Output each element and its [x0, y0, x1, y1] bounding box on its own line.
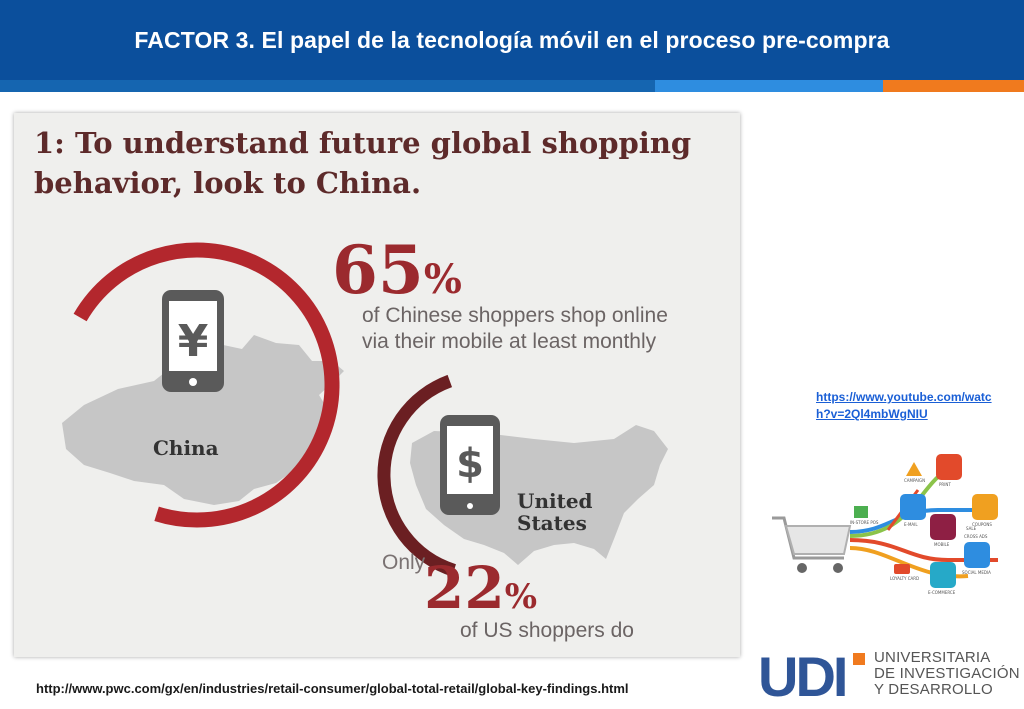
us-only-prefix: Only: [382, 551, 426, 574]
omnichannel-diagram: PRINT CAMPAIGN COUPONS E-MAIL IN-STORE P…: [772, 454, 998, 595]
header-bar: [0, 0, 1024, 80]
pwc-infographic: 1: To understand future global shopping …: [14, 113, 740, 657]
shopping-cart-icon: [772, 516, 852, 573]
header-stripe: [0, 80, 655, 92]
logo-line2: DE INVESTIGACIÓN: [874, 665, 1020, 682]
us-label-line1: United: [517, 489, 593, 513]
china-description-line1: of Chinese shoppers shop online: [362, 304, 668, 327]
diagram-label: E-COMMERCE: [928, 590, 956, 595]
ecommerce-icon: [930, 562, 956, 588]
svg-text:¥: ¥: [178, 316, 209, 367]
diagram-label: SOCIAL MEDIA: [962, 570, 991, 575]
loyalty-card-icon: [894, 564, 910, 574]
diagram-label: PRINT: [939, 482, 951, 487]
store-icon: [854, 506, 868, 518]
coupons-icon: [972, 494, 998, 520]
china-label: China: [153, 436, 219, 460]
diagram-label: LOYALTY CARD: [890, 576, 919, 581]
header-stripe-accent: [883, 80, 1024, 92]
diagram-label: CAMPAIGN: [904, 478, 925, 483]
campaign-icon: [906, 462, 922, 476]
udi-logo-mark: UDI: [758, 650, 845, 700]
china-map-icon: [62, 335, 344, 505]
source-url[interactable]: http://www.pwc.com/gx/en/industries/reta…: [36, 681, 629, 696]
header-stripe: [655, 80, 883, 92]
dollar-phone-icon: $: [440, 415, 500, 515]
china-description-line2: via their mobile at least monthly: [362, 330, 657, 353]
udi-logo: UDI: [758, 650, 865, 700]
infographic-graphics: ¥ $: [62, 242, 668, 577]
email-icon: [900, 494, 926, 520]
us-ring: [377, 374, 456, 577]
china-percent: 65%: [332, 231, 462, 309]
social-media-icon: [964, 542, 990, 568]
diagram-label: IN-STORE POS: [850, 520, 879, 525]
diagram-label: MOBILE: [934, 542, 950, 547]
logo-line1: UNIVERSITARIA: [874, 649, 991, 666]
diagram-label: CROSS ADS: [964, 534, 988, 539]
infographic-heading: 1: To understand future global shopping …: [34, 126, 692, 200]
diagram-label: SALE: [966, 526, 977, 531]
mobile-icon: [930, 514, 956, 540]
youtube-link[interactable]: https://www.youtube.com/watch?v=2Ql4mbWg…: [816, 390, 992, 421]
logo-line3: Y DESARROLLO: [874, 681, 993, 698]
yen-phone-icon: ¥: [162, 290, 224, 392]
page-title: FACTOR 3. El papel de la tecnología móvi…: [134, 26, 890, 53]
logo-text: UNIVERSITARIA DE INVESTIGACIÓN Y DESARRO…: [874, 650, 1020, 698]
us-label-line2: States: [517, 511, 587, 535]
logo-accent-square: [853, 653, 865, 665]
diagram-label: E-MAIL: [904, 522, 918, 527]
diagram-label: COUPONS: [972, 522, 992, 527]
us-percent: 22%: [424, 554, 538, 622]
print-icon: [936, 454, 962, 480]
svg-text:$: $: [456, 441, 484, 487]
us-description: of US shoppers do: [460, 619, 634, 642]
china-ring: [73, 242, 340, 528]
